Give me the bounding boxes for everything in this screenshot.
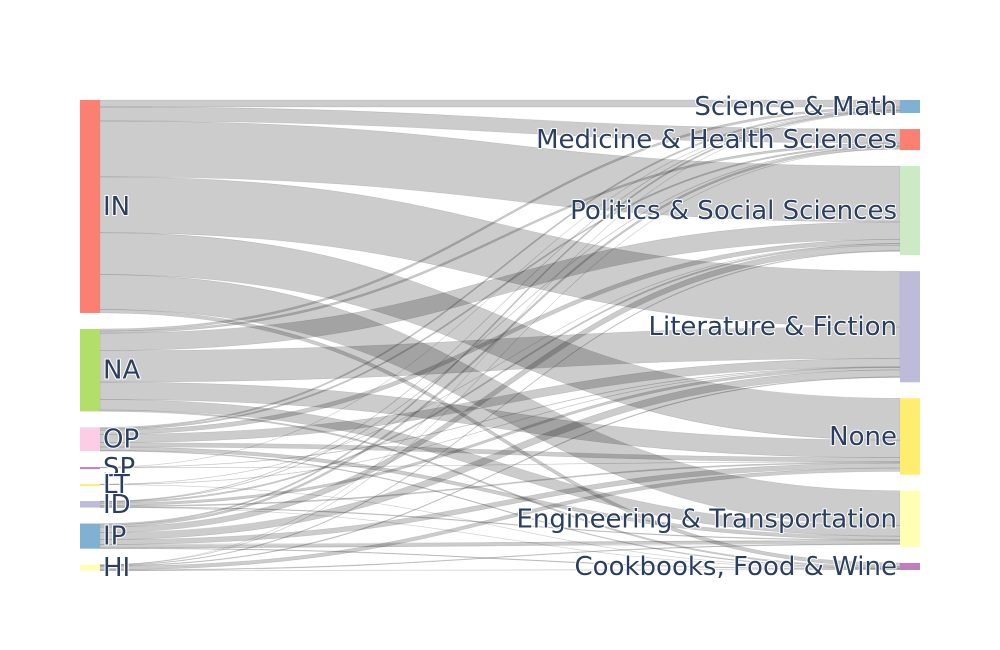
node-politics-social-sciences xyxy=(900,166,920,256)
node-medicine-health-sciences xyxy=(900,129,920,151)
node-literature-fiction xyxy=(900,271,920,383)
node-label-ip: IP xyxy=(103,522,126,552)
node-label-op: OP xyxy=(103,425,139,455)
node-label-politics-social-sciences: Politics & Social Sciences xyxy=(570,196,897,226)
node-label-literature-fiction: Literature & Fiction xyxy=(649,312,898,342)
node-label-cookbooks-food-wine: Cookbooks, Food & Wine xyxy=(575,552,897,582)
node-hi xyxy=(80,564,100,571)
node-cookbooks-food-wine xyxy=(900,562,920,570)
node-none xyxy=(900,398,920,475)
node-ip xyxy=(80,523,100,549)
node-op xyxy=(80,427,100,452)
node-label-in: IN xyxy=(103,192,130,222)
node-in xyxy=(80,100,100,313)
node-science-math xyxy=(900,100,920,114)
node-id xyxy=(80,501,100,508)
node-engineering-transportation xyxy=(900,490,920,547)
node-label-lt: LT xyxy=(103,470,130,500)
node-label-sp: SP xyxy=(103,453,135,483)
node-label-none: None xyxy=(829,422,897,452)
node-na xyxy=(80,328,100,412)
node-sp xyxy=(80,467,100,470)
sankey-links xyxy=(99,99,901,571)
node-label-medicine-health-sciences: Medicine & Health Sciences xyxy=(536,125,897,155)
node-label-na: NA xyxy=(103,356,140,386)
node-label-science-math: Science & Math xyxy=(694,92,897,122)
node-label-id: ID xyxy=(103,490,131,520)
sankey-nodes xyxy=(80,100,920,571)
node-label-engineering-transportation: Engineering & Transportation xyxy=(516,504,897,534)
node-label-hi: HI xyxy=(103,553,130,583)
node-lt xyxy=(80,484,100,487)
